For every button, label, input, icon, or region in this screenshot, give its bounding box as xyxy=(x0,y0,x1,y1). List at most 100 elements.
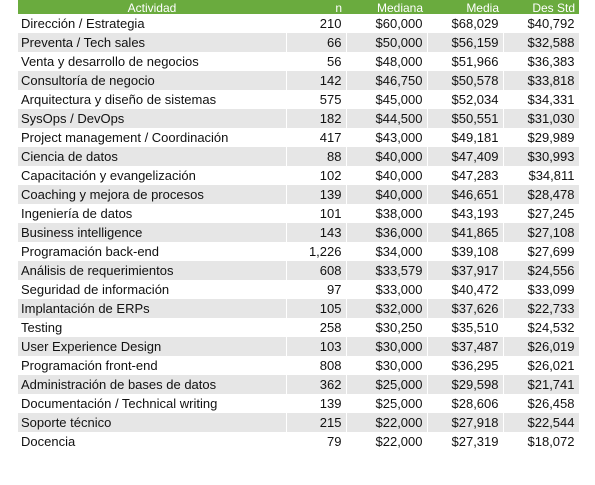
cell-mediana: $43,000 xyxy=(346,128,428,147)
cell-media: $35,510 xyxy=(427,318,504,337)
table-row: Análisis de requerimientos 608 $33,579 $37,… xyxy=(18,261,580,280)
cell-n: 102 xyxy=(286,166,347,185)
table-row: Consultoría de negocio 142 $46,750 $50,578 $… xyxy=(18,71,580,90)
cell-media: $47,283 xyxy=(427,166,504,185)
cell-media: $36,295 xyxy=(427,356,504,375)
cell-media: $50,578 xyxy=(427,71,504,90)
cell-actividad: Administración de bases de datos xyxy=(18,375,287,394)
table-row: Programación front-end 808 $30,000 $36,295 $… xyxy=(18,356,580,375)
cell-actividad: Análisis de requerimientos xyxy=(18,261,287,280)
cell-media: $37,917 xyxy=(427,261,504,280)
cell-des-std: $18,072 xyxy=(503,432,580,451)
cell-des-std: $29,989 xyxy=(503,128,580,147)
cell-media: $68,029 xyxy=(427,14,504,33)
table-row: Documentación / Technical writing 139 $25,… xyxy=(18,394,580,413)
table-row: Dirección / Estrategia 210 $60,000 $68,029 $… xyxy=(18,14,580,33)
cell-n: 142 xyxy=(286,71,347,90)
cell-actividad: Consultoría de negocio xyxy=(18,71,287,90)
cell-media: $37,626 xyxy=(427,299,504,318)
cell-des-std: $22,733 xyxy=(503,299,580,318)
cell-des-std: $32,588 xyxy=(503,33,580,52)
cell-mediana: $30,250 xyxy=(346,318,428,337)
table-row: Ciencia de datos 88 $40,000 $47,409 $30,993 xyxy=(18,147,580,166)
cell-actividad: Programación back-end xyxy=(18,242,287,261)
cell-mediana: $25,000 xyxy=(346,394,428,413)
table-row: Project management / Coordinación 417 $43,… xyxy=(18,128,580,147)
cell-n: 101 xyxy=(286,204,347,223)
cell-n: 139 xyxy=(286,394,347,413)
table-row: SysOps / DevOps 182 $44,500 $50,551 $31,030 xyxy=(18,109,580,128)
cell-n: 66 xyxy=(286,33,347,52)
cell-actividad: Arquitectura y diseño de sistemas xyxy=(18,90,287,109)
cell-n: 362 xyxy=(286,375,347,394)
table-row: Testing 258 $30,250 $35,510 $24,532 xyxy=(18,318,580,337)
cell-n: 608 xyxy=(286,261,347,280)
column-header-mediana: Mediana xyxy=(376,1,423,14)
header-row: Actividad n Mediana Media Des Std xyxy=(18,0,579,14)
cell-media: $29,598 xyxy=(427,375,504,394)
cell-actividad: Capacitación y evangelización xyxy=(18,166,287,185)
cell-actividad: Venta y desarrollo de negocios xyxy=(18,52,287,71)
cell-mediana: $40,000 xyxy=(346,147,428,166)
cell-des-std: $34,811 xyxy=(503,166,580,185)
table-row: Soporte técnico 215 $22,000 $27,918 $22,544 xyxy=(18,413,580,432)
cell-actividad: Implantación de ERPs xyxy=(18,299,287,318)
cell-des-std: $21,741 xyxy=(503,375,580,394)
cell-n: 105 xyxy=(286,299,347,318)
cell-mediana: $40,000 xyxy=(346,185,428,204)
cell-media: $39,108 xyxy=(427,242,504,261)
cell-actividad: Preventa / Tech sales xyxy=(18,33,287,52)
cell-actividad: Documentación / Technical writing xyxy=(18,394,287,413)
cell-des-std: $30,993 xyxy=(503,147,580,166)
cell-mediana: $34,000 xyxy=(346,242,428,261)
table-row: User Experience Design 103 $30,000 $37,487 $… xyxy=(18,337,580,356)
cell-mediana: $44,500 xyxy=(346,109,428,128)
cell-n: 210 xyxy=(286,14,347,33)
cell-actividad: Soporte técnico xyxy=(18,413,287,432)
cell-mediana: $30,000 xyxy=(346,337,428,356)
cell-des-std: $40,792 xyxy=(503,14,580,33)
cell-mediana: $60,000 xyxy=(346,14,428,33)
cell-media: $27,918 xyxy=(427,413,504,432)
cell-actividad: Ciencia de datos xyxy=(18,147,287,166)
cell-n: 79 xyxy=(286,432,347,451)
cell-n: 258 xyxy=(286,318,347,337)
cell-des-std: $22,544 xyxy=(503,413,580,432)
table-row: Coaching y mejora de procesos 139 $40,000 $… xyxy=(18,185,580,204)
cell-mediana: $50,000 xyxy=(346,33,428,52)
cell-media: $40,472 xyxy=(427,280,504,299)
cell-n: 417 xyxy=(286,128,347,147)
cell-mediana: $32,000 xyxy=(346,299,428,318)
table-row: Venta y desarrollo de negocios 56 $48,000 $… xyxy=(18,52,580,71)
cell-n: 808 xyxy=(286,356,347,375)
column-header-media: Media xyxy=(466,1,499,14)
cell-media: $46,651 xyxy=(427,185,504,204)
cell-n: 143 xyxy=(286,223,347,242)
cell-mediana: $33,000 xyxy=(346,280,428,299)
cell-media: $56,159 xyxy=(427,33,504,52)
table-row: Implantación de ERPs 105 $32,000 $37,626 $22… xyxy=(18,299,580,318)
cell-n: 182 xyxy=(286,109,347,128)
cell-mediana: $46,750 xyxy=(346,71,428,90)
cell-des-std: $26,019 xyxy=(503,337,580,356)
cell-actividad: Seguridad de información xyxy=(18,280,287,299)
cell-mediana: $25,000 xyxy=(346,375,428,394)
cell-actividad: Ingeniería de datos xyxy=(18,204,287,223)
cell-mediana: $33,579 xyxy=(346,261,428,280)
cell-media: $51,966 xyxy=(427,52,504,71)
table-row: Administración de bases de datos 362 $25,0… xyxy=(18,375,580,394)
cell-media: $28,606 xyxy=(427,394,504,413)
cell-des-std: $27,699 xyxy=(503,242,580,261)
cell-media: $47,409 xyxy=(427,147,504,166)
cell-media: $41,865 xyxy=(427,223,504,242)
cell-mediana: $38,000 xyxy=(346,204,428,223)
cell-des-std: $34,331 xyxy=(503,90,580,109)
cell-mediana: $45,000 xyxy=(346,90,428,109)
table-row: Capacitación y evangelización 102 $40,000 $… xyxy=(18,166,580,185)
salary-table-container: Actividad n Mediana Media Des Std Direcc… xyxy=(18,0,580,451)
cell-des-std: $33,099 xyxy=(503,280,580,299)
cell-des-std: $27,108 xyxy=(503,223,580,242)
cell-des-std: $24,556 xyxy=(503,261,580,280)
cell-des-std: $26,458 xyxy=(503,394,580,413)
cell-des-std: $33,818 xyxy=(503,71,580,90)
